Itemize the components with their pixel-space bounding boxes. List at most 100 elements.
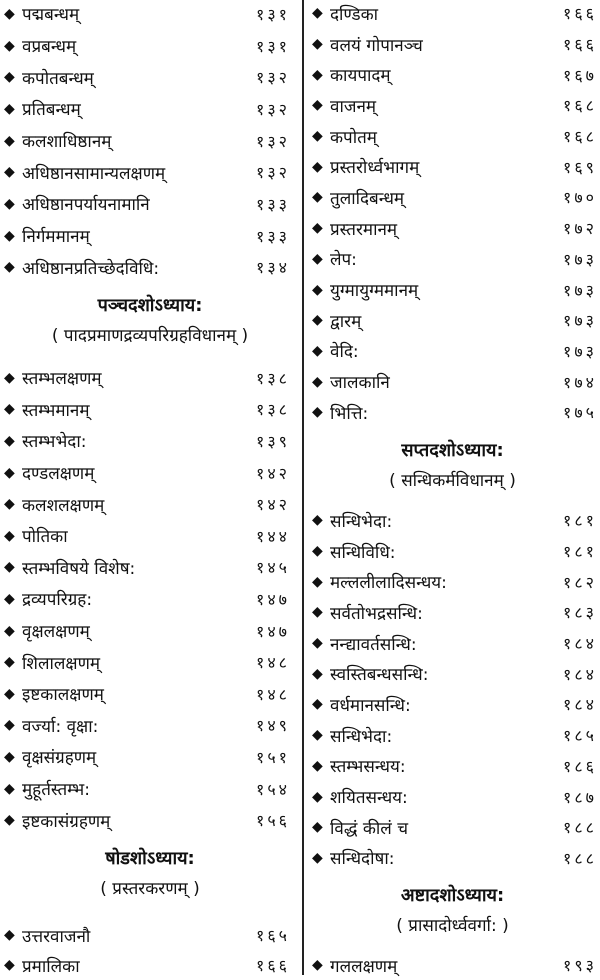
entry-title: वर्ज्या: वृक्षा: [22, 716, 99, 737]
entry-title: शयितसन्धय: [330, 788, 408, 809]
toc-entry: ◆ प्रमालिका १६६ [4, 950, 290, 980]
toc-entry: ◆ वाजनम् १६८ [312, 90, 597, 121]
toc-entry: ◆ अधिष्ठानसामान्यलक्षणम् १३२ [4, 156, 290, 188]
toc-list: ◆ दण्डिका १६६ ◆ वलयं गोपानञ्च १६६ ◆ कायपादम् १६७… [312, 0, 597, 428]
entry-page-number: १३९ [256, 431, 290, 451]
entry-page-number: १६७ [563, 65, 597, 85]
toc-entry: ◆ निर्गममानम् १३३ [4, 220, 290, 252]
entry-title: सन्धिदोषा: [330, 849, 395, 870]
entry-title: वाजनम् [330, 96, 377, 117]
diamond-bullet-icon: ◆ [4, 464, 15, 481]
entry-title: अधिष्ठानसामान्यलक्षणम् [22, 163, 166, 184]
entry-title: सन्धिभेदा: [330, 511, 393, 532]
chapter-heading: पञ्चदशोऽध्याय: [97, 295, 203, 316]
diamond-bullet-icon: ◆ [312, 5, 323, 22]
entry-title: कायपादम् [330, 66, 391, 87]
entry-page-number: १४७ [256, 589, 290, 609]
entry-title: वर्धमानसन्धि: [330, 695, 411, 716]
entry-title: कपोतम् [330, 127, 377, 148]
diamond-bullet-icon: ◆ [312, 158, 323, 175]
entry-page-number: १७५ [563, 403, 597, 423]
toc-list: ◆ सन्धिभेदा: १८१ ◆ सन्धिविधि: १८१ ◆ मल्ललीलादिस… [312, 505, 597, 873]
entry-title: निर्गममानम् [22, 227, 90, 248]
entry-title: सन्धिभेदा: [330, 726, 393, 747]
diamond-bullet-icon: ◆ [4, 100, 15, 117]
entry-page-number: १८३ [563, 603, 597, 623]
entry-page-number: १७० [563, 188, 597, 208]
diamond-bullet-icon: ◆ [312, 220, 323, 237]
diamond-bullet-icon: ◆ [312, 849, 323, 866]
diamond-bullet-icon: ◆ [4, 164, 15, 181]
toc-entry: ◆ दण्डिका १६६ [312, 0, 597, 29]
diamond-bullet-icon: ◆ [312, 404, 323, 421]
entry-page-number: १८४ [563, 664, 597, 684]
toc-entry: ◆ वेदि: १७३ [312, 336, 597, 367]
diamond-bullet-icon: ◆ [312, 604, 323, 621]
toc-entry: ◆ जालकानि १७४ [312, 366, 597, 397]
entry-page-number: १८४ [563, 695, 597, 715]
entry-page-number: १९३ [563, 956, 597, 975]
toc-entry: ◆ गललक्षणम् १९३ [312, 950, 597, 980]
entry-page-number: १४२ [256, 463, 290, 483]
column-divider [302, 0, 304, 975]
toc-entry: ◆ वृक्षलक्षणम् १४७ [4, 615, 290, 647]
entry-title: प्रमालिका [22, 956, 80, 977]
entry-title: प्रस्तरोर्ध्वभागम् [330, 158, 420, 179]
diamond-bullet-icon: ◆ [4, 559, 15, 576]
entry-title: प्रस्तरमानम् [330, 219, 398, 240]
entry-title: शिलालक्षणम् [22, 653, 101, 674]
entry-title: स्वस्तिबन्धसन्धि: [330, 665, 429, 686]
chapter-heading: सप्तदशोऽध्याय: [401, 440, 504, 461]
diamond-bullet-icon: ◆ [4, 432, 15, 449]
entry-title: प्रतिबन्धम् [22, 100, 81, 121]
diamond-bullet-icon: ◆ [4, 590, 15, 607]
diamond-bullet-icon: ◆ [312, 342, 323, 359]
entry-page-number: १८५ [563, 726, 597, 746]
entry-title: स्तम्भसन्धय: [330, 757, 406, 778]
diamond-bullet-icon: ◆ [4, 654, 15, 671]
toc-entry: ◆ स्तम्भविषये विशेष: १४५ [4, 552, 290, 584]
entry-page-number: १४९ [256, 716, 290, 736]
toc-entry: ◆ इष्टकालक्षणम् १४८ [4, 678, 290, 710]
diamond-bullet-icon: ◆ [312, 128, 323, 145]
entry-page-number: १३२ [256, 163, 290, 183]
diamond-bullet-icon: ◆ [4, 259, 15, 276]
entry-page-number: १७२ [563, 219, 597, 239]
diamond-bullet-icon: ◆ [312, 281, 323, 298]
entry-title: वृक्षलक्षणम् [22, 622, 90, 643]
entry-page-number: १५१ [256, 747, 290, 767]
toc-entry: ◆ दण्डलक्षणम् १४२ [4, 457, 290, 489]
entry-title: कलशाधिष्ठानम् [22, 132, 112, 153]
diamond-bullet-icon: ◆ [312, 189, 323, 206]
entry-page-number: १३३ [256, 194, 290, 214]
toc-entry: ◆ वलयं गोपानञ्च १६६ [312, 29, 597, 60]
diamond-bullet-icon: ◆ [4, 748, 15, 765]
entry-title: भित्ति: [330, 403, 369, 424]
entry-title: गललक्षणम् [330, 956, 398, 977]
diamond-bullet-icon: ◆ [4, 622, 15, 639]
chapter-heading: षोडशोऽध्याय: [105, 848, 195, 869]
entry-page-number: १३१ [256, 36, 290, 56]
diamond-bullet-icon: ◆ [312, 696, 323, 713]
toc-entry: ◆ वप्रबन्धम् १३१ [4, 30, 290, 62]
entry-page-number: १४८ [256, 684, 290, 704]
entry-page-number: १८८ [563, 818, 597, 838]
entry-page-number: १८८ [563, 848, 597, 868]
diamond-bullet-icon: ◆ [312, 788, 323, 805]
entry-title: इष्टकासंग्रहणम् [22, 811, 111, 832]
diamond-bullet-icon: ◆ [4, 369, 15, 386]
entry-title: लेप: [330, 250, 357, 271]
toc-entry: ◆ कपोतम् १६८ [312, 121, 597, 152]
diamond-bullet-icon: ◆ [4, 685, 15, 702]
toc-entry: ◆ स्वस्तिबन्धसन्धि: १८४ [312, 658, 597, 689]
toc-entry: ◆ कपोतबन्धम् १३२ [4, 61, 290, 93]
entry-page-number: १६८ [563, 127, 597, 147]
toc-entry: ◆ युग्मायुग्ममानम् १७३ [312, 274, 597, 305]
toc-entry: ◆ नन्द्यावर्तसन्धि: १८४ [312, 628, 597, 659]
toc-entry: ◆ शिलालक्षणम् १४८ [4, 646, 290, 678]
entry-page-number: १७३ [563, 311, 597, 331]
toc-entry: ◆ वृक्षसंग्रहणम् १५१ [4, 741, 290, 773]
entry-title: वेदि: [330, 342, 359, 363]
diamond-bullet-icon: ◆ [312, 36, 323, 53]
diamond-bullet-icon: ◆ [4, 780, 15, 797]
